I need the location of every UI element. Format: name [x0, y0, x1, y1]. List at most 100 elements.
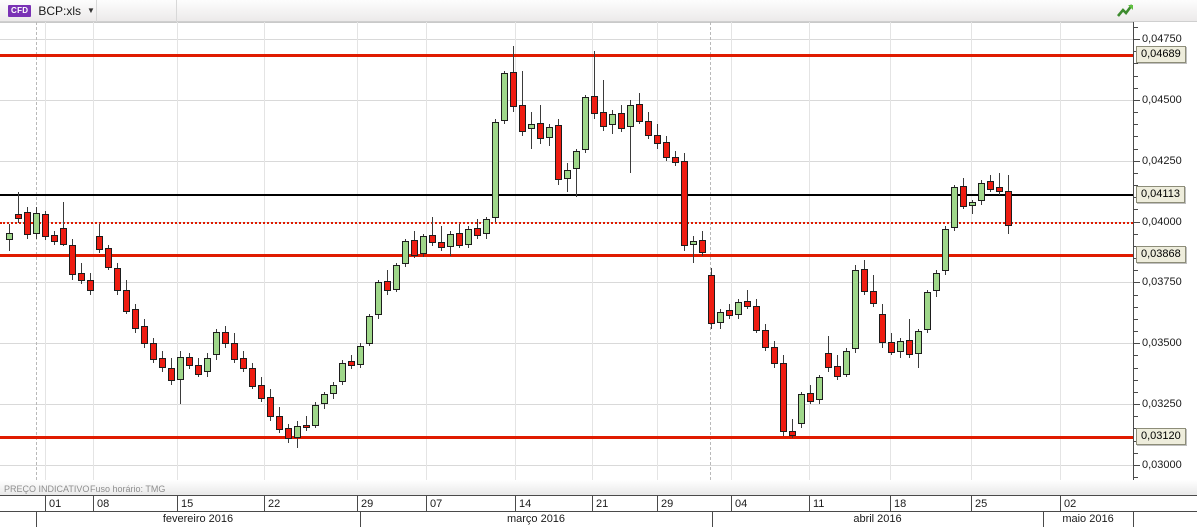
price-tick-minor	[1134, 416, 1138, 417]
price-tick-minor	[1134, 27, 1138, 28]
candle-body	[492, 121, 499, 218]
date-tick-label: 25	[975, 498, 988, 510]
gridline-horizontal	[0, 161, 1133, 162]
date-tick-label: 07	[430, 498, 443, 510]
price-chip-resistance-mid[interactable]: 0,03868	[1136, 245, 1186, 263]
gridline-vertical	[45, 22, 46, 480]
price-tick-minor	[1134, 209, 1138, 210]
price-tick-minor	[1134, 63, 1138, 64]
candle-body	[879, 314, 886, 344]
gridline-vertical	[93, 22, 94, 480]
price-tick-minor	[1134, 234, 1138, 235]
candle-body	[537, 122, 544, 139]
date-tick	[890, 496, 891, 513]
gridline-vertical	[515, 22, 516, 480]
candle-body	[627, 104, 634, 127]
candle-body	[51, 234, 58, 243]
candle-body	[690, 241, 697, 245]
date-tick-label: 08	[97, 498, 110, 510]
gridline-vertical	[177, 22, 178, 480]
candle-body	[888, 342, 895, 353]
footer-band	[0, 480, 1197, 495]
candle-body	[429, 234, 436, 244]
level-line-dotted	[0, 222, 1133, 224]
candle-body	[33, 213, 40, 234]
candle-body	[681, 160, 688, 246]
date-tick	[45, 496, 46, 513]
candle-body	[798, 394, 805, 424]
month-boundary-marker	[710, 22, 711, 480]
candle-wick	[306, 416, 307, 431]
gridline-horizontal	[0, 465, 1133, 466]
price-tick-minor	[1134, 319, 1138, 320]
month-label: março 2016	[506, 513, 566, 525]
level-line-resistance-upper[interactable]	[0, 54, 1133, 57]
price-tick-label: 0,04500	[1142, 93, 1182, 106]
month-separator	[36, 512, 37, 527]
candle-body	[672, 157, 679, 164]
candle-body	[564, 170, 571, 179]
level-line-resistance-mid[interactable]	[0, 254, 1133, 257]
candle-body	[726, 310, 733, 317]
candle-body	[330, 384, 337, 395]
candle-body	[951, 187, 958, 228]
date-tick-label: 01	[49, 498, 62, 510]
month-label: maio 2016	[1062, 513, 1114, 525]
price-tick-minor	[1134, 136, 1138, 137]
level-line-support-lower[interactable]	[0, 436, 1133, 439]
candle-body	[996, 187, 1003, 193]
gridline-horizontal	[0, 100, 1133, 101]
month-separator	[1043, 512, 1044, 527]
candle-body	[438, 242, 445, 249]
date-axis[interactable]: 01 08 15 22 29 07 14 21 29 04 11 18 25 02	[0, 495, 1197, 513]
candle-body	[285, 428, 292, 440]
trend-up-icon[interactable]	[1117, 3, 1135, 19]
candle-body	[834, 366, 841, 378]
price-tick-label: 0,04000	[1142, 215, 1182, 228]
date-tick-label: 29	[661, 498, 674, 510]
candle-body	[924, 292, 931, 330]
price-chip-resistance-upper[interactable]: 0,04689	[1136, 45, 1186, 63]
price-tick-minor	[1134, 112, 1138, 113]
candle-body	[465, 228, 472, 245]
candle-body	[735, 301, 742, 316]
candle-body	[654, 135, 661, 144]
gridline-vertical	[264, 22, 265, 480]
gridline-horizontal	[0, 343, 1133, 344]
candle-body	[204, 357, 211, 373]
chart-plot-area[interactable]	[0, 22, 1133, 480]
price-chip-support-lower[interactable]: 0,03120	[1136, 427, 1186, 445]
level-line-current-price[interactable]	[0, 194, 1133, 196]
price-tick-minor	[1134, 161, 1138, 162]
candle-body	[42, 214, 49, 238]
price-tick-minor	[1134, 368, 1138, 369]
price-tick-minor	[1134, 173, 1138, 174]
price-chip-current-price[interactable]: 0,04113	[1136, 186, 1185, 204]
gridline-vertical	[971, 22, 972, 480]
gridline-vertical	[592, 22, 593, 480]
gridline-vertical	[809, 22, 810, 480]
candle-body	[510, 71, 517, 108]
price-tick-minor	[1134, 380, 1138, 381]
month-axis[interactable]: fevereiro 2016 março 2016 abril 2016 maio 2…	[0, 512, 1197, 527]
candle-body	[636, 103, 643, 122]
candle-body	[753, 305, 760, 332]
candle-body	[294, 425, 301, 439]
gridline-horizontal	[0, 39, 1133, 40]
price-tick-label: 0,03250	[1142, 398, 1182, 411]
price-tick-minor	[1134, 39, 1138, 40]
date-tick-label: 22	[268, 498, 281, 510]
candle-body	[132, 309, 139, 329]
candle-body	[213, 332, 220, 356]
gridline-vertical	[657, 22, 658, 480]
date-tick	[809, 496, 810, 513]
candle-body	[807, 393, 814, 402]
price-axis[interactable]: 0,04750 0,04500 0,04250 0,04000 0,03750 0,035…	[1133, 22, 1197, 480]
candle-body	[978, 182, 985, 201]
price-tick-label: 0,03750	[1142, 276, 1182, 289]
candle-body	[159, 357, 166, 368]
chevron-down-icon[interactable]: ▼	[87, 6, 95, 15]
candle-body	[24, 211, 31, 235]
month-separator	[360, 512, 361, 527]
candle-body	[582, 97, 589, 150]
